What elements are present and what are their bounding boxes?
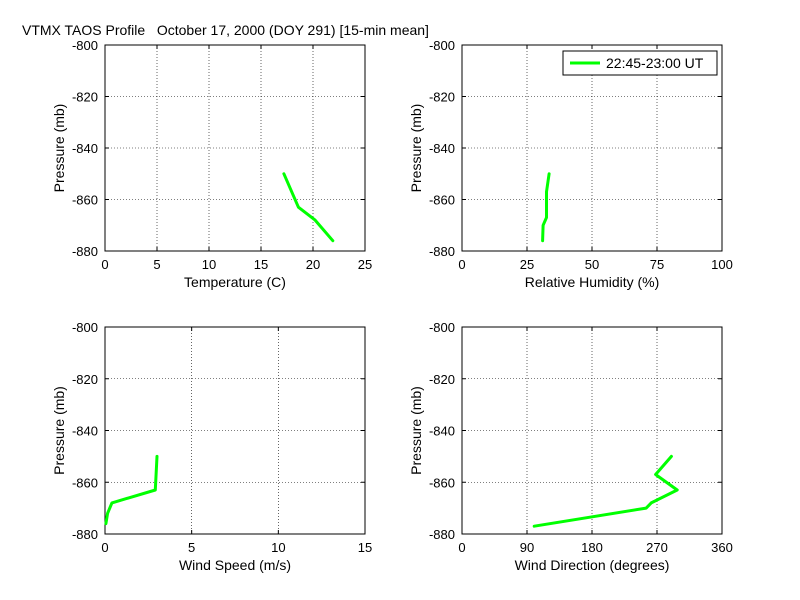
x-axis-label: Relative Humidity (%) <box>525 274 660 290</box>
x-tick-label: 10 <box>271 540 285 555</box>
panels: 0 5 10 15 20 25 -800 -820 -840 -860 -880 Temperatur… <box>51 38 733 573</box>
y-tick-label: -820 <box>72 372 98 387</box>
y-tick-label: -880 <box>429 527 455 542</box>
y-tick-label: -860 <box>72 193 98 208</box>
x-tick-label: 0 <box>101 540 108 555</box>
x-axis-label: Temperature (C) <box>184 274 286 290</box>
y-tick-label: -860 <box>72 475 98 490</box>
figure-title: VTMX TAOS Profile October 17, 2000 (DOY … <box>22 22 429 38</box>
x-tick-label: 0 <box>458 540 465 555</box>
series-line <box>541 172 551 243</box>
y-tick-label: -840 <box>72 424 98 439</box>
y-tick-label: -800 <box>429 38 455 53</box>
panel-4: 0 90 180 270 360 -800 -820 -840 -860 -880 Wind Dir… <box>408 320 733 573</box>
legend: 22:45-23:00 UT <box>562 50 718 76</box>
x-tick-label: 360 <box>711 540 733 555</box>
x-tick-label: 25 <box>358 257 372 272</box>
x-axis-label: Wind Speed (m/s) <box>179 557 291 573</box>
x-tick-label: 75 <box>650 257 664 272</box>
panel-1: 0 5 10 15 20 25 -800 -820 -840 -860 -880 Temperatur… <box>51 38 372 290</box>
x-tick-label: 5 <box>188 540 195 555</box>
x-axis-label: Wind Direction (degrees) <box>515 557 670 573</box>
x-tick-label: 20 <box>306 257 320 272</box>
series-line <box>282 172 335 243</box>
panel-3: 0 5 10 15 -800 -820 -840 -860 -880 Wind Speed (m/… <box>51 320 372 573</box>
y-tick-label: -820 <box>429 90 455 105</box>
y-tick-label: -840 <box>72 141 98 156</box>
y-axis-label: Pressure (mb) <box>408 386 424 475</box>
x-tick-label: 50 <box>585 257 599 272</box>
y-tick-label: -840 <box>429 141 455 156</box>
y-axis-label: Pressure (mb) <box>51 104 67 193</box>
y-tick-label: -800 <box>429 320 455 335</box>
y-tick-label: -860 <box>429 475 455 490</box>
series-line <box>532 454 679 528</box>
x-tick-label: 90 <box>520 540 534 555</box>
y-tick-label: -840 <box>429 424 455 439</box>
x-tick-label: 5 <box>153 257 160 272</box>
panel-2: 0 25 50 75 100 -800 -820 -840 -860 -880 Relative H… <box>408 38 733 290</box>
y-tick-label: -800 <box>72 320 98 335</box>
x-tick-label: 25 <box>520 257 534 272</box>
x-tick-label: 15 <box>358 540 372 555</box>
x-tick-label: 270 <box>646 540 668 555</box>
x-tick-label: 0 <box>458 257 465 272</box>
x-tick-label: 0 <box>101 257 108 272</box>
y-tick-label: -860 <box>429 193 455 208</box>
y-tick-label: -880 <box>429 244 455 259</box>
x-tick-label: 15 <box>254 257 268 272</box>
y-tick-label: -880 <box>72 244 98 259</box>
y-tick-label: -800 <box>72 38 98 53</box>
y-tick-label: -820 <box>429 372 455 387</box>
y-axis-label: Pressure (mb) <box>408 104 424 193</box>
y-tick-label: -820 <box>72 90 98 105</box>
y-axis-label: Pressure (mb) <box>51 386 67 475</box>
legend-label: 22:45-23:00 UT <box>606 55 704 71</box>
x-tick-label: 100 <box>711 257 733 272</box>
y-tick-label: -880 <box>72 527 98 542</box>
x-tick-label: 180 <box>581 540 603 555</box>
series-line <box>104 454 159 526</box>
x-tick-label: 10 <box>202 257 216 272</box>
